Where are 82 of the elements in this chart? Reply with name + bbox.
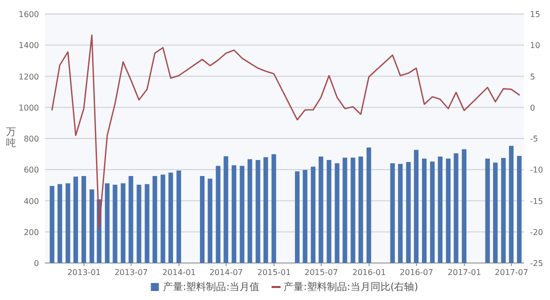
bar [406, 162, 411, 263]
bar [493, 162, 498, 263]
y2-tick-label: -15 [530, 196, 544, 206]
y2-tick-label: 0 [530, 103, 536, 112]
x-tick-label: 2013-01 [67, 268, 101, 277]
x-tick-label: 2017-01 [448, 268, 482, 277]
bar [462, 149, 466, 263]
bar [208, 178, 212, 263]
bar [120, 183, 126, 263]
bar [176, 170, 182, 263]
y2-tick-label: -20 [530, 228, 544, 237]
x-tick-label: 2013-07 [114, 268, 148, 277]
bar [350, 158, 356, 263]
bar [326, 160, 332, 263]
bar [248, 159, 252, 263]
bar [366, 148, 372, 263]
y2-tick-label: -5 [530, 134, 538, 144]
bar [128, 176, 134, 263]
y2-tick-label: 5 [530, 72, 536, 82]
y-tick-label: 400 [24, 196, 39, 206]
x-tick-label: 2017-07 [494, 268, 528, 277]
bar [232, 165, 236, 263]
bar [152, 176, 158, 263]
bar [446, 158, 451, 263]
bar [342, 158, 348, 263]
bar [454, 153, 458, 263]
bar [318, 156, 324, 263]
bar [390, 163, 395, 263]
bar [160, 174, 166, 263]
bar [73, 176, 78, 263]
bar [398, 164, 403, 263]
bar [430, 162, 435, 263]
bar [272, 154, 276, 263]
y2-tick-label: 10 [530, 41, 540, 50]
y-tick-label: 800 [24, 134, 39, 144]
bar [294, 171, 300, 263]
bar [256, 160, 260, 263]
bar [501, 158, 506, 263]
y-tick-label: 1000 [18, 103, 39, 112]
bar [81, 176, 86, 263]
y2-tick-label: 15 [530, 10, 540, 19]
bar [240, 166, 244, 263]
x-tick-label: 2014-07 [209, 268, 243, 277]
x-tick-label: 2016-07 [400, 268, 434, 277]
bar [334, 163, 340, 263]
bar [104, 183, 110, 263]
bar [517, 156, 522, 263]
x-tick-label: 2014-01 [162, 268, 196, 277]
bar [263, 157, 268, 263]
bar [168, 172, 174, 263]
legend-label: 产量:塑料制品:当月值 [162, 281, 260, 293]
y2-tick-label: -25 [530, 259, 544, 268]
bar [58, 184, 62, 263]
y-tick-label: 200 [24, 228, 39, 237]
bar [302, 170, 308, 263]
bar [224, 156, 228, 263]
x-tick-label: 2016-01 [352, 268, 386, 277]
bar [90, 189, 94, 263]
bar [358, 156, 364, 263]
bar [50, 186, 54, 263]
bar [136, 184, 142, 263]
y-tick-label: 1200 [18, 72, 39, 82]
bar [144, 184, 150, 263]
y-tick-label: 1400 [18, 41, 39, 50]
bar [310, 166, 316, 263]
y-axis-title: 万吨 [6, 127, 16, 149]
bar [112, 184, 118, 263]
legend-label: 产量:塑料制品:当月同比(右轴) [284, 281, 418, 293]
bar [485, 158, 490, 263]
bar [422, 158, 427, 263]
bar [438, 156, 442, 263]
y-tick-label: 0 [34, 259, 39, 268]
x-tick-label: 2015-01 [257, 268, 291, 277]
y-tick-label: 600 [24, 166, 39, 175]
bar [414, 150, 419, 263]
bar [216, 166, 220, 263]
x-tick-label: 2015-07 [304, 268, 338, 277]
bar [200, 176, 205, 263]
bar [66, 183, 70, 263]
y-tick-label: 1600 [18, 10, 39, 19]
y2-tick-label: -10 [530, 166, 544, 175]
bar [508, 146, 514, 263]
